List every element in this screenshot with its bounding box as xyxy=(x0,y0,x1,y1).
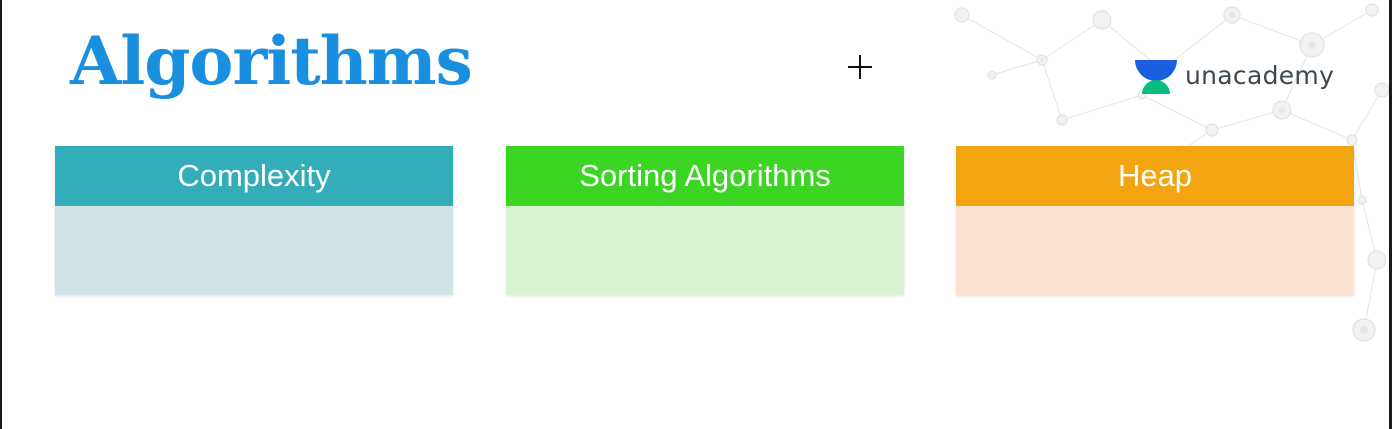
topic-card-body xyxy=(956,206,1354,295)
topic-card-sorting-algorithms[interactable]: Sorting Algorithms xyxy=(506,146,904,295)
unacademy-logo-icon xyxy=(1135,60,1177,94)
topic-card-label: Sorting Algorithms xyxy=(579,158,831,193)
brand-name: unacademy xyxy=(1185,60,1335,90)
window-left-edge xyxy=(0,0,2,429)
topic-card-label: Heap xyxy=(1117,158,1193,193)
crosshair-cursor-icon xyxy=(848,55,872,79)
topic-card-body xyxy=(55,206,453,295)
slide-title: Algorithms xyxy=(70,22,473,100)
topic-card-body xyxy=(506,206,904,295)
topic-card-complexity[interactable]: Complexity xyxy=(55,146,453,295)
topic-card-label: Complexity xyxy=(177,158,331,193)
topic-card-header: Heap xyxy=(956,146,1354,206)
topic-card-header: Complexity xyxy=(55,146,453,206)
topic-card-header: Sorting Algorithms xyxy=(506,146,904,206)
window-right-edge xyxy=(1389,0,1392,429)
brand-logo: unacademy xyxy=(1133,58,1334,98)
topic-card-heap[interactable]: Heap xyxy=(956,146,1354,295)
